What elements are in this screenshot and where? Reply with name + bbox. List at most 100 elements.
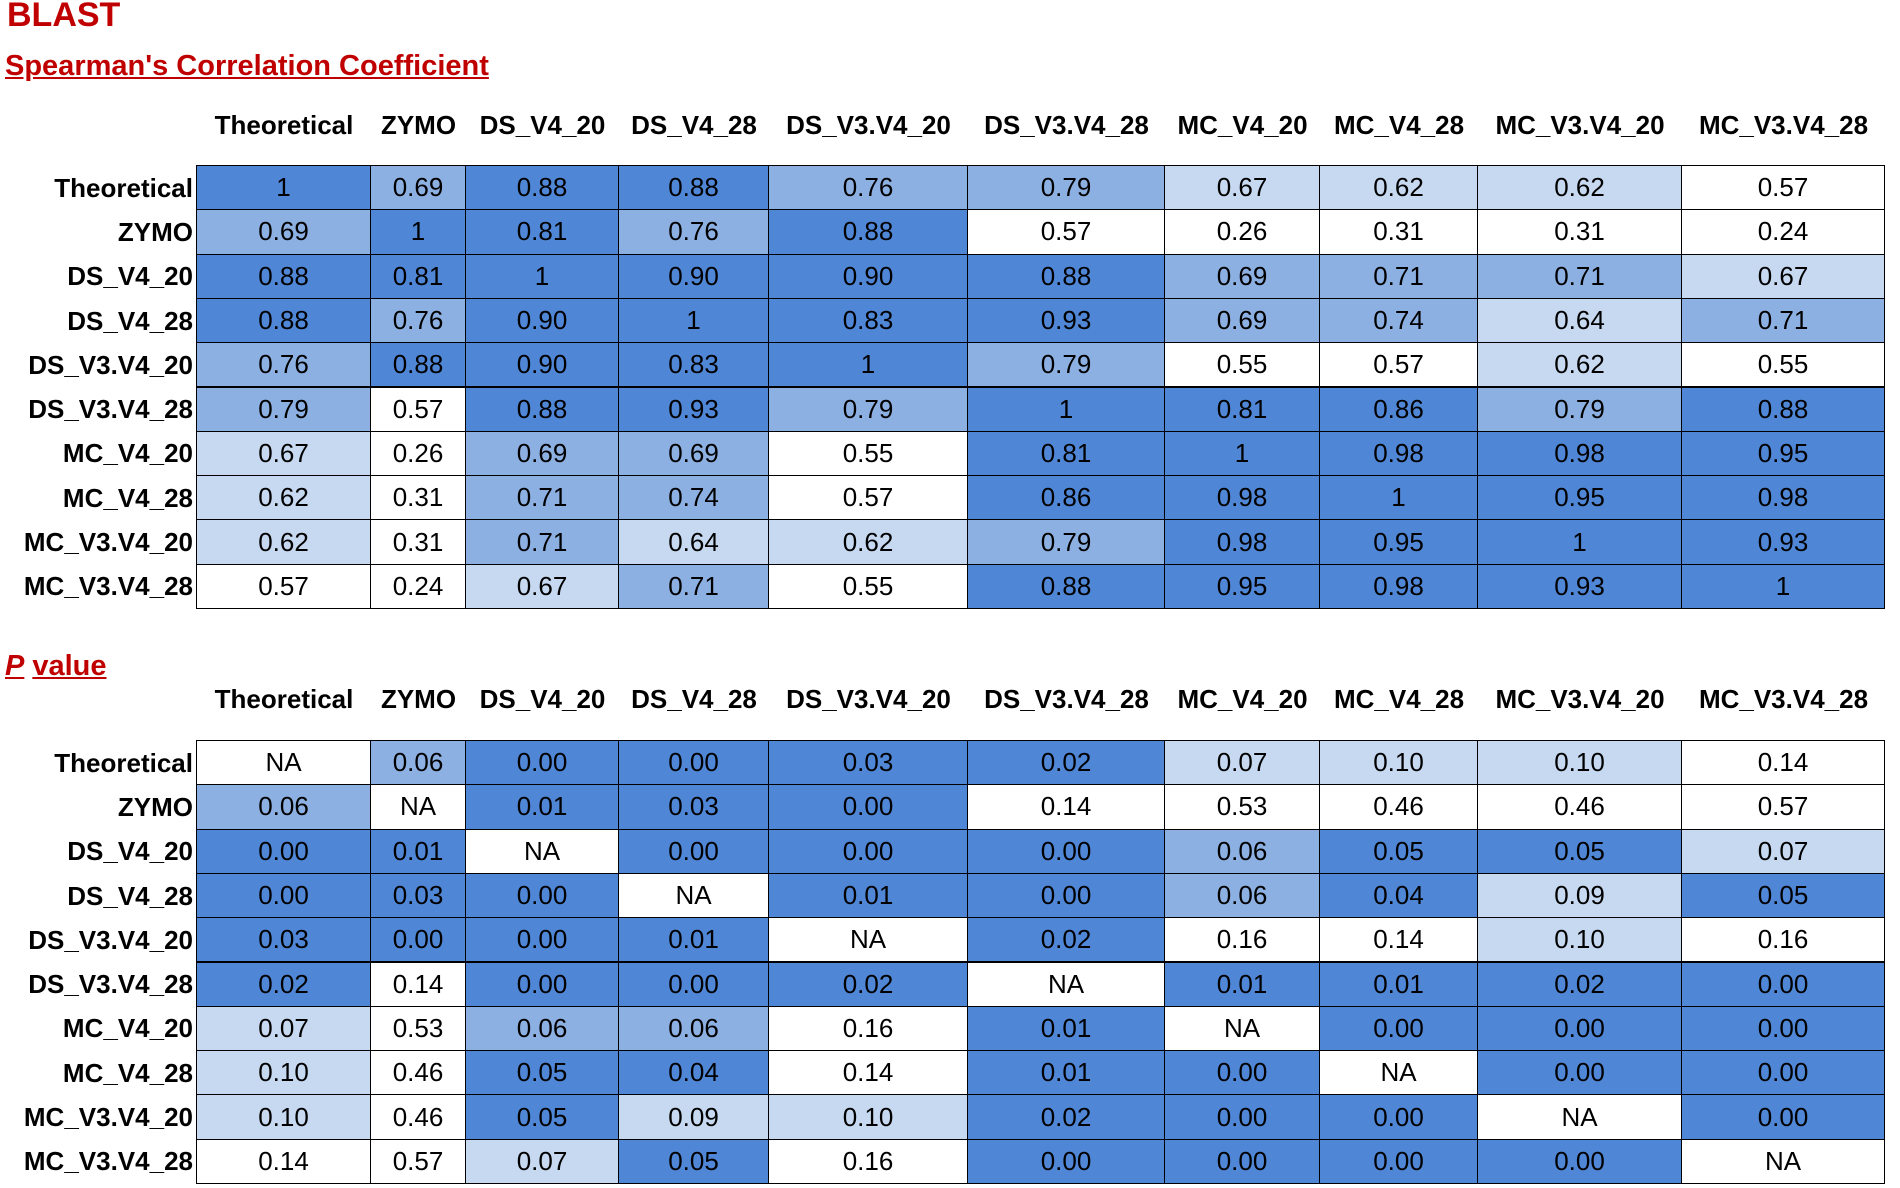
table-cell: 0.26	[370, 430, 466, 477]
table-cell: 0.62	[1477, 342, 1682, 388]
table-cell: 0.93	[1681, 519, 1885, 565]
table-cell: 0.01	[370, 828, 466, 874]
table-cell: 0.00	[1164, 1094, 1320, 1140]
table-cell: 0.00	[1477, 1138, 1682, 1184]
table-cell: 0.10	[768, 1094, 968, 1140]
column-header: MC_V4_20	[1177, 110, 1308, 141]
table-cell: 0.88	[196, 253, 371, 299]
table-cell: 1	[1681, 563, 1885, 609]
column-header: MC_V4_28	[1333, 684, 1465, 715]
table-cell: 0.71	[1681, 297, 1885, 344]
table-cell: 0.01	[465, 784, 619, 830]
table-cell: 0.05	[1681, 872, 1885, 919]
table-cell: 0.98	[1681, 475, 1885, 521]
column-header: MC_V4_20	[1177, 684, 1308, 715]
table-cell: 0.90	[768, 253, 968, 299]
table-cell: 0.00	[967, 872, 1165, 919]
table-cell: 0.10	[196, 1050, 371, 1096]
column-header: MC_V3.V4_28	[1698, 110, 1869, 141]
table-cell: 0.16	[768, 1138, 968, 1184]
table-cell: 0.02	[967, 917, 1165, 963]
table-cell: NA	[370, 784, 466, 830]
table-cell: 0.79	[967, 165, 1165, 211]
table-cell: 0.00	[1477, 1050, 1682, 1096]
table-cell: 0.57	[370, 1138, 466, 1184]
column-header: MC_V3.V4_20	[1495, 684, 1665, 715]
table-cell: 0.00	[370, 917, 466, 963]
column-header: Theoretical	[214, 684, 354, 715]
table-cell: 0.88	[465, 386, 619, 432]
table-cell: 0.31	[370, 519, 466, 565]
table-cell: 0.55	[1681, 342, 1885, 388]
table-cell: 0.93	[1477, 563, 1682, 609]
table-cell: 0.57	[370, 386, 466, 432]
table-cell: 0.00	[768, 828, 968, 874]
table-cell: 0.88	[967, 253, 1165, 299]
table-cell: NA	[1319, 1050, 1478, 1096]
row-header: MC_V3.V4_20	[23, 527, 193, 558]
table-cell: 0.00	[1164, 1138, 1320, 1184]
table-cell: 1	[1477, 519, 1682, 565]
row-header: MC_V4_28	[62, 482, 193, 513]
table-cell: 0.00	[1681, 961, 1885, 1007]
table-cell: 0.74	[618, 475, 769, 521]
table-cell: 0.00	[618, 828, 769, 874]
table-cell: 0.16	[768, 1005, 968, 1052]
table-cell: 0.83	[618, 342, 769, 388]
table-cell: 0.00	[196, 872, 371, 919]
table-cell: 0.05	[465, 1094, 619, 1140]
table-cell: 0.62	[768, 519, 968, 565]
table-cell: 0.06	[1164, 872, 1320, 919]
table-cell: 0.88	[465, 165, 619, 211]
row-header: MC_V3.V4_20	[23, 1102, 193, 1133]
table-cell: 0.62	[196, 519, 371, 565]
table-cell: 0.46	[1477, 784, 1682, 830]
table-cell: 0.93	[618, 386, 769, 432]
table-cell: 0.98	[1477, 430, 1682, 477]
table-cell: 0.01	[1164, 961, 1320, 1007]
table-cell: 0.00	[967, 828, 1165, 874]
row-header: ZYMO	[117, 216, 193, 247]
table-cell: 0.04	[618, 1050, 769, 1096]
table-cell: 0.16	[1164, 917, 1320, 963]
table-cell: 0.55	[1164, 342, 1320, 388]
table-cell: 0.03	[370, 872, 466, 919]
table-cell: 0.81	[1164, 386, 1320, 432]
row-header: ZYMO	[117, 791, 193, 822]
table-cell: 0.81	[370, 253, 466, 299]
table-cell: 0.90	[465, 342, 619, 388]
table-cell: 0.46	[370, 1094, 466, 1140]
column-header: ZYMO	[380, 110, 457, 141]
column-header: DS_V4_20	[479, 684, 606, 715]
table-heading: Spearman's Correlation Coefficient	[5, 50, 489, 83]
table-cell: 0.06	[370, 740, 466, 786]
table-cell: 0.88	[967, 563, 1165, 609]
row-header: MC_V4_20	[62, 438, 193, 469]
column-header: DS_V4_28	[631, 110, 757, 141]
column-header: DS_V4_28	[631, 684, 757, 715]
table-cell: 0.79	[967, 342, 1165, 388]
table-cell: 0.57	[967, 209, 1165, 255]
row-header: DS_V4_28	[67, 305, 193, 336]
table-cell: NA	[1164, 1005, 1320, 1052]
table-cell: 0.95	[1477, 475, 1682, 521]
table-cell: 1	[1319, 475, 1478, 521]
table-cell: 0.88	[768, 209, 968, 255]
table-cell: 0.83	[768, 297, 968, 344]
table-cell: 0.10	[196, 1094, 371, 1140]
row-header: DS_V4_28	[67, 880, 193, 911]
table-cell: 0.06	[196, 784, 371, 830]
table-cell: 0.88	[196, 297, 371, 344]
table-cell: NA	[618, 872, 769, 919]
table-cell: 0.69	[618, 430, 769, 477]
table-cell: 0.57	[1681, 165, 1885, 211]
table-cell: 0.26	[1164, 209, 1320, 255]
column-header: DS_V4_20	[479, 110, 606, 141]
row-header: MC_V3.V4_28	[23, 1146, 193, 1177]
table-cell: 1	[768, 342, 968, 388]
table-cell: 1	[1164, 430, 1320, 477]
table-cell: 0.71	[1319, 253, 1478, 299]
table-cell: 0.00	[1164, 1050, 1320, 1096]
